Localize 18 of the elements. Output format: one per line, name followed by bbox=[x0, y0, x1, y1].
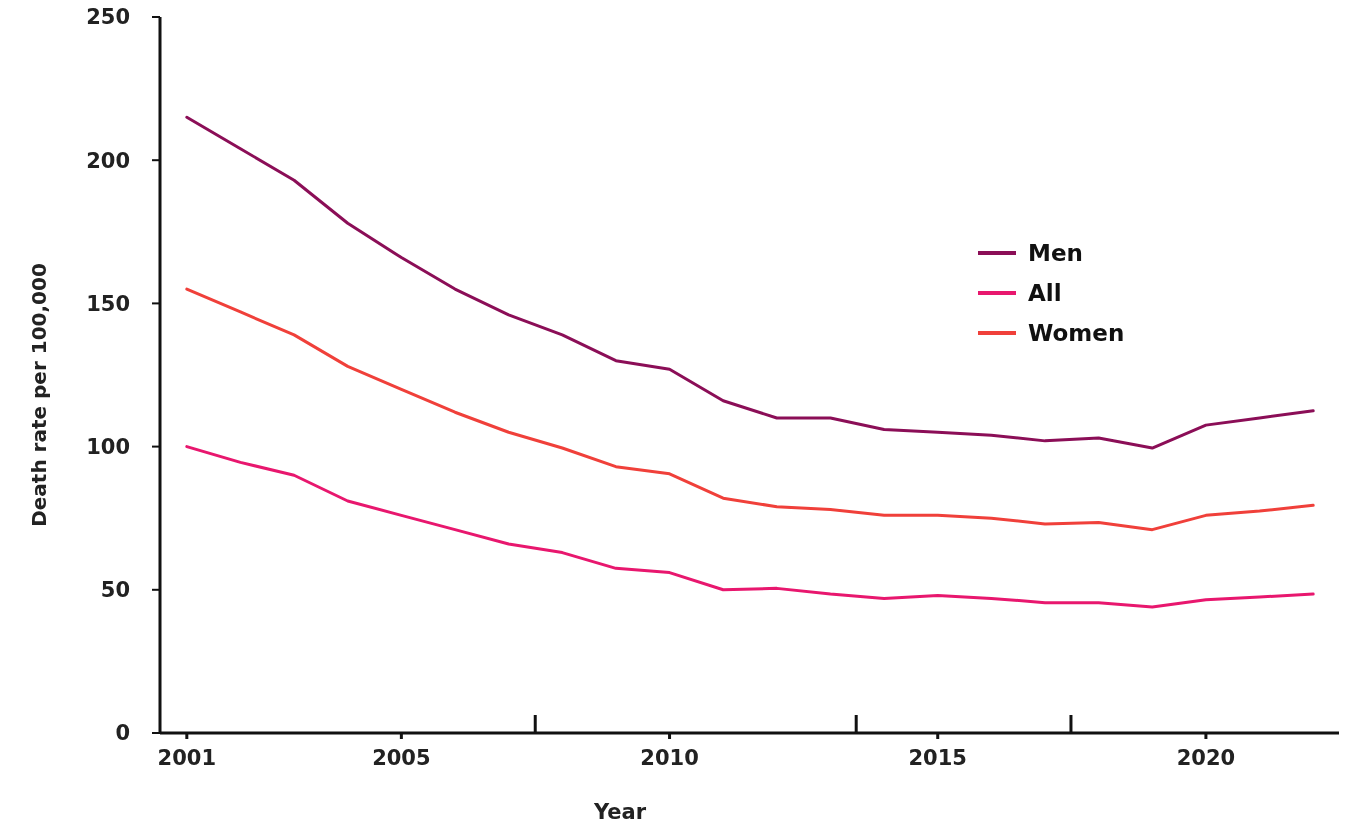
y-tick-label: 100 bbox=[86, 434, 130, 459]
x-tick-label: 2005 bbox=[372, 746, 431, 770]
line-series bbox=[185, 445, 1315, 609]
legend-label: Women bbox=[1028, 320, 1125, 347]
y-tick-label: 150 bbox=[86, 291, 130, 316]
legend-label: All bbox=[1028, 280, 1062, 307]
y-axis-title: Death rate per 100,000 bbox=[27, 263, 51, 527]
y-tick-label: 250 bbox=[86, 5, 130, 30]
x-tick-label: 2001 bbox=[157, 746, 217, 770]
y-tick-label: 200 bbox=[86, 148, 130, 173]
y-tick-label: 0 bbox=[115, 721, 130, 746]
x-tick-label: 2010 bbox=[640, 746, 699, 770]
x-axis-title: Year bbox=[592, 800, 647, 823]
x-tick-label: 2015 bbox=[908, 746, 967, 770]
x-tick-label: 2020 bbox=[1176, 746, 1236, 770]
y-tick-label: 50 bbox=[100, 578, 130, 603]
line-series bbox=[185, 115, 1315, 450]
legend-label: Men bbox=[1028, 240, 1083, 267]
